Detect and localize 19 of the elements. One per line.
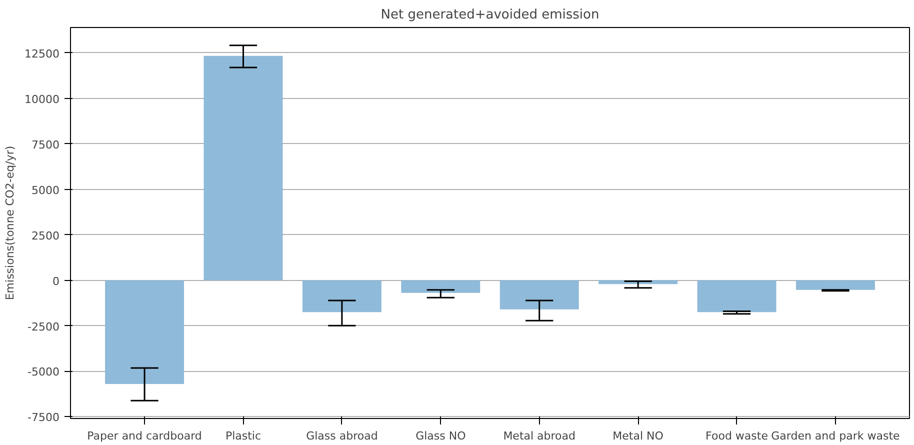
x-tick-label: Glass abroad [306,430,378,442]
y-tick-label: 12500 [24,47,60,60]
y-tick-label: -7500 [28,411,60,424]
x-tick-label: Metal NO [612,430,664,442]
chart-title: Net generated+avoided emission [380,8,600,22]
y-axis-title: Emissions(tonne CO2-eq/yr) [4,146,17,300]
x-tick-label: Paper and cardboard [87,430,202,442]
y-tick-label: 10000 [24,92,60,106]
x-tick-label: Metal abroad [503,430,576,442]
x-tick-label: Plastic [225,430,262,442]
y-tick-label: -5000 [28,366,60,379]
x-tick-label: Glass NO [416,430,466,442]
x-tick-label: Food waste [706,430,768,442]
y-tick-label: -2500 [28,320,60,334]
y-tick-label: 2500 [32,229,60,242]
y-tick-label: 5000 [32,184,60,197]
y-tick-label: 7500 [32,138,60,152]
x-tick-label: Garden and park waste [771,430,900,442]
y-tick-label: 0 [52,274,60,288]
